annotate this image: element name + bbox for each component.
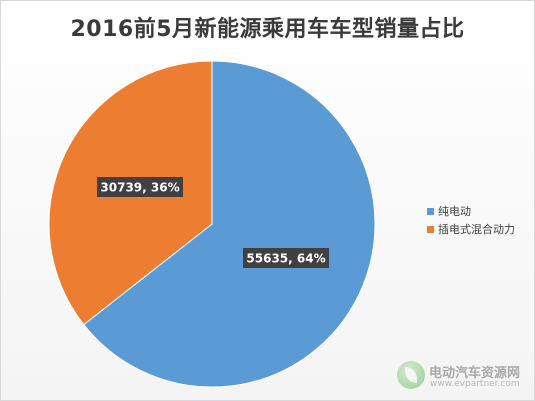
watermark-logo-icon <box>397 361 425 389</box>
watermark-url: www.evpartner.com <box>430 379 520 389</box>
data-label-phev: 30739, 36% <box>97 177 183 197</box>
data-label-box-bev <box>243 248 329 268</box>
legend-swatch-bev <box>427 207 434 215</box>
legend-label-bev: 纯电动 <box>438 205 471 218</box>
data-label-text-phev: 30739, 36% <box>100 181 179 195</box>
data-label-text-bev: 55635, 64% <box>246 252 325 266</box>
chart-legend: 纯电动 插电式混合动力 <box>427 202 515 238</box>
legend-item-bev: 纯电动 <box>427 202 515 220</box>
pie-slice-bev <box>83 60 376 388</box>
data-label-box-phev <box>97 177 183 197</box>
legend-label-phev: 插电式混合动力 <box>438 223 515 236</box>
watermark: 电动汽车资源网 www.evpartner.com <box>397 361 532 391</box>
chart-title: 2016前5月新能源乘用车车型销量占比 <box>70 17 465 42</box>
legend-item-phev: 插电式混合动力 <box>427 220 515 238</box>
legend-swatch-phev <box>427 225 434 233</box>
watermark-name: 电动汽车资源网 <box>429 366 521 381</box>
data-label-bev: 55635, 64% <box>243 248 329 268</box>
